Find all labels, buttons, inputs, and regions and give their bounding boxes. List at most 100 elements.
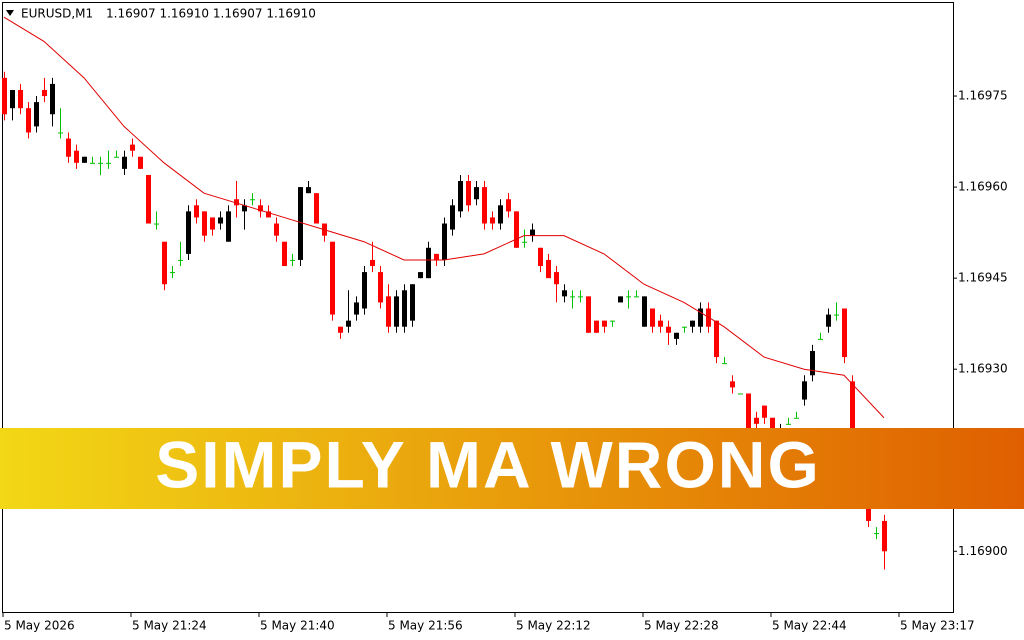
candle-body bbox=[594, 320, 599, 333]
candle-body bbox=[58, 132, 63, 134]
candle-body bbox=[18, 89, 23, 109]
candle-body bbox=[554, 272, 559, 285]
candle-body bbox=[546, 259, 551, 279]
candle-body bbox=[770, 417, 775, 436]
candle-body bbox=[874, 533, 879, 535]
candle-body bbox=[802, 381, 807, 400]
candle-body bbox=[338, 326, 343, 333]
candle-body bbox=[266, 211, 271, 218]
candle-body bbox=[490, 217, 495, 224]
candle-body bbox=[522, 241, 527, 243]
candle-body bbox=[298, 187, 303, 260]
candle-body bbox=[482, 187, 487, 224]
candle-body bbox=[810, 350, 815, 376]
candle-body bbox=[130, 144, 135, 151]
candle-body bbox=[442, 223, 447, 260]
candle-body bbox=[730, 381, 735, 388]
x-tick-label: 5 May 2026 bbox=[4, 619, 75, 633]
quote: 1.16907 1.16910 1.16907 1.16910 bbox=[106, 7, 316, 21]
candle-body bbox=[234, 199, 239, 206]
candle-body bbox=[346, 320, 351, 327]
candle-body bbox=[458, 181, 463, 212]
banner bbox=[0, 428, 1024, 509]
x-tick-label: 5 May 22:28 bbox=[644, 619, 719, 633]
x-tick-label: 5 May 22:12 bbox=[516, 619, 591, 633]
collapse-arrow[interactable] bbox=[6, 10, 14, 16]
candle-body bbox=[658, 320, 663, 327]
candle-body bbox=[154, 223, 159, 225]
candle-body bbox=[402, 290, 407, 327]
candle-body bbox=[314, 193, 319, 224]
candle-body bbox=[786, 423, 791, 425]
candle-body bbox=[330, 241, 335, 315]
candle-body bbox=[514, 211, 519, 248]
candle-body bbox=[602, 320, 607, 327]
candle-body bbox=[450, 205, 455, 230]
candle-body bbox=[98, 162, 103, 164]
candle-body bbox=[426, 247, 431, 279]
candle-body bbox=[26, 108, 31, 133]
candle-body bbox=[162, 241, 167, 285]
candle-body bbox=[290, 259, 295, 261]
moving-average bbox=[3, 16, 885, 419]
candle-body bbox=[410, 284, 415, 321]
candle-body bbox=[10, 89, 15, 109]
candle-body bbox=[650, 308, 655, 327]
candle-body bbox=[394, 296, 399, 327]
candle-body bbox=[882, 520, 887, 552]
candle-body bbox=[498, 205, 503, 224]
candle-body bbox=[82, 156, 87, 163]
candle-body bbox=[178, 259, 183, 261]
candle-body bbox=[626, 296, 631, 298]
candle-body bbox=[826, 314, 831, 327]
candle-body bbox=[170, 272, 175, 274]
candle-body bbox=[66, 138, 71, 157]
candle-body bbox=[106, 162, 111, 164]
candle-body bbox=[218, 217, 223, 224]
candle-body bbox=[258, 205, 263, 212]
x-tick-label: 5 May 21:40 bbox=[260, 619, 335, 633]
candle-body bbox=[674, 332, 679, 339]
candle-body bbox=[578, 296, 583, 298]
candle-body bbox=[42, 89, 47, 97]
banner-text: SIMPLY MA WRONG bbox=[155, 427, 821, 501]
candle-body bbox=[818, 338, 823, 340]
candle-body bbox=[762, 405, 767, 418]
candle-body bbox=[746, 393, 751, 430]
candle-body bbox=[866, 502, 871, 521]
plot-frame bbox=[2, 2, 954, 613]
candle-body bbox=[842, 308, 847, 358]
candle-body bbox=[666, 326, 671, 333]
candle-body bbox=[466, 181, 471, 206]
candle-body bbox=[714, 320, 719, 358]
candle-body bbox=[306, 187, 311, 194]
candle-body bbox=[226, 211, 231, 242]
y-tick-label: 1.16930 bbox=[958, 362, 1008, 376]
candle-body bbox=[634, 296, 639, 298]
candle-body bbox=[538, 247, 543, 267]
candle-body bbox=[378, 272, 383, 303]
candle-body bbox=[722, 363, 727, 365]
candle-body bbox=[850, 381, 855, 455]
candle-body bbox=[194, 205, 199, 218]
candle-body bbox=[74, 150, 79, 163]
candle-body bbox=[386, 296, 391, 327]
candle-body bbox=[138, 156, 143, 169]
candle-body bbox=[210, 217, 215, 230]
candle-body bbox=[794, 417, 799, 419]
candle-body bbox=[474, 187, 479, 200]
candle-body bbox=[274, 223, 279, 236]
x-tick-label: 5 May 22:44 bbox=[772, 619, 847, 633]
x-tick-label: 5 May 23:17 bbox=[900, 619, 975, 633]
candle-body bbox=[34, 102, 39, 127]
y-tick-label: 1.16975 bbox=[958, 89, 1008, 103]
candle-body bbox=[242, 205, 247, 212]
candle-body bbox=[370, 259, 375, 267]
candle-body bbox=[698, 308, 703, 327]
candle-body bbox=[610, 320, 615, 322]
y-tick-label: 1.16960 bbox=[958, 180, 1008, 194]
candle-body bbox=[690, 320, 695, 327]
candle-body bbox=[738, 393, 743, 395]
